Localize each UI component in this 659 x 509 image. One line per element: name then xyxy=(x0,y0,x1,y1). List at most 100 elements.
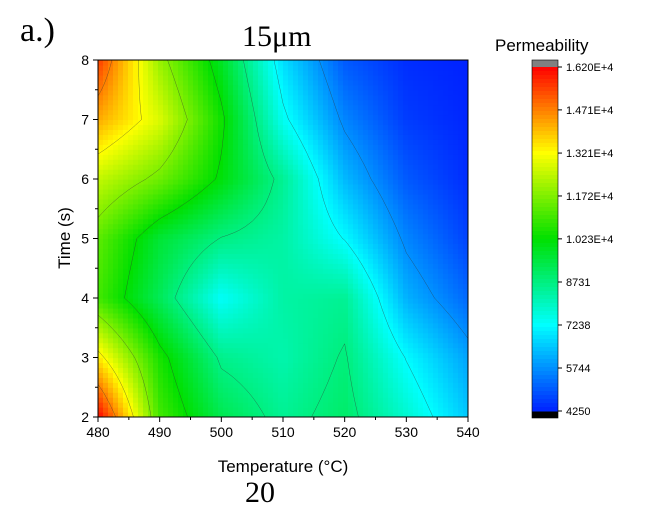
contour-cell xyxy=(393,193,399,200)
contour-cell xyxy=(313,218,319,225)
contour-cell xyxy=(428,387,434,393)
contour-cell xyxy=(293,193,299,200)
contour-cell xyxy=(138,332,144,339)
contour-cell xyxy=(148,407,154,413)
contour-cell xyxy=(263,273,269,279)
contour-cell xyxy=(438,322,444,329)
contour-cell xyxy=(423,94,429,101)
contour-cell xyxy=(133,307,139,314)
contour-cell xyxy=(98,169,104,175)
contour-cell xyxy=(288,149,294,155)
contour-cell xyxy=(373,243,379,250)
contour-cell xyxy=(318,94,324,101)
contour-cell xyxy=(408,243,414,250)
contour-cell xyxy=(408,183,414,190)
contour-cell xyxy=(418,193,424,200)
contour-cell xyxy=(158,203,164,210)
contour-cell xyxy=(223,164,229,170)
contour-cell xyxy=(118,317,124,324)
contour-cell xyxy=(313,317,319,324)
contour-cell xyxy=(298,298,304,304)
contour-cell xyxy=(223,307,229,314)
contour-cell xyxy=(258,283,264,289)
contour-cell xyxy=(173,243,179,250)
contour-cell xyxy=(348,84,354,91)
contour-cell xyxy=(223,174,229,180)
contour-cell xyxy=(98,193,104,200)
contour-cell xyxy=(378,99,384,106)
contour-cell xyxy=(333,258,339,264)
contour-cell xyxy=(198,372,204,378)
contour-cell xyxy=(248,198,254,205)
contour-cell xyxy=(318,183,324,190)
contour-cell xyxy=(253,377,259,383)
contour-cell xyxy=(193,278,199,284)
contour-cell xyxy=(258,322,264,329)
contour-cell xyxy=(368,159,374,165)
contour-cell xyxy=(463,208,468,215)
contour-cell xyxy=(263,342,269,349)
contour-cell xyxy=(368,243,374,250)
contour-cell xyxy=(118,169,124,175)
contour-cell xyxy=(303,278,309,284)
contour-cell xyxy=(443,372,449,378)
contour-cell xyxy=(138,139,144,145)
contour-cell xyxy=(243,253,249,259)
contour-cell xyxy=(463,327,468,334)
contour-cell xyxy=(378,84,384,91)
contour-cell xyxy=(398,362,404,369)
contour-cell xyxy=(128,352,134,359)
contour-cell xyxy=(318,233,324,240)
contour-cell xyxy=(368,327,374,334)
contour-cell xyxy=(158,144,164,150)
contour-cell xyxy=(258,104,264,111)
contour-cell xyxy=(198,273,204,279)
contour-cell xyxy=(98,109,104,116)
contour-cell xyxy=(433,377,439,383)
contour-cell xyxy=(208,357,214,364)
contour-cell xyxy=(133,327,139,334)
contour-cell xyxy=(233,377,239,383)
contour-cell xyxy=(113,124,119,131)
contour-cell xyxy=(263,327,269,334)
contour-cell xyxy=(238,357,244,364)
contour-cell xyxy=(168,317,174,324)
contour-cell xyxy=(373,312,379,319)
contour-cell xyxy=(278,223,284,230)
contour-cell xyxy=(133,278,139,284)
contour-cell xyxy=(343,362,349,369)
contour-cell xyxy=(448,312,454,319)
contour-cell xyxy=(458,208,464,215)
contour-cell xyxy=(123,263,129,269)
contour-cell xyxy=(268,307,274,314)
contour-cell xyxy=(333,223,339,230)
contour-cell xyxy=(388,164,394,170)
contour-cell xyxy=(448,169,454,175)
contour-cell xyxy=(303,367,309,373)
contour-cell xyxy=(113,397,119,403)
contour-cell xyxy=(253,278,259,284)
contour-cell xyxy=(308,144,314,150)
contour-cell xyxy=(228,263,234,269)
contour-cell xyxy=(113,228,119,235)
contour-cell xyxy=(383,307,389,314)
contour-cell xyxy=(288,119,294,126)
contour-cell xyxy=(188,183,194,190)
contour-cell xyxy=(118,298,124,304)
contour-cell xyxy=(303,263,309,269)
contour-cell xyxy=(458,144,464,150)
contour-cell xyxy=(158,407,164,413)
contour-cell xyxy=(248,213,254,220)
contour-cell xyxy=(418,357,424,364)
contour-cell xyxy=(293,392,299,398)
contour-cell xyxy=(308,372,314,378)
contour-cell xyxy=(353,317,359,324)
contour-cell xyxy=(293,307,299,314)
contour-cell xyxy=(128,347,134,354)
contour-cell xyxy=(443,124,449,131)
contour-cell xyxy=(298,392,304,398)
contour-cell xyxy=(448,402,454,408)
contour-cell xyxy=(118,397,124,403)
contour-cell xyxy=(133,193,139,200)
contour-cell xyxy=(278,119,284,126)
